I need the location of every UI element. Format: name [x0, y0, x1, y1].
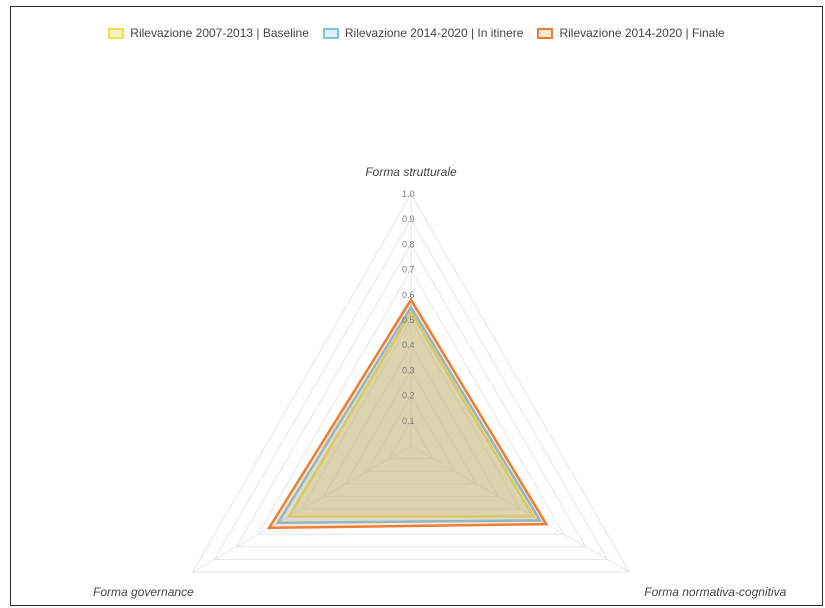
series-area-0 [286, 310, 536, 518]
grid-ring-10 [191, 193, 631, 573]
grid-ring-3 [344, 369, 478, 485]
legend-item-finale[interactable]: Rilevazione 2014-2020 | Finale [537, 26, 725, 40]
grid-ring-4 [322, 344, 500, 497]
legend-label-baseline: Rilevazione 2007-2013 | Baseline [130, 26, 309, 40]
radial-tick-label: 0.3 [402, 365, 415, 375]
radial-tick-label: 0.8 [402, 239, 415, 249]
chart-frame: Rilevazione 2007-2013 | Baseline Rilevaz… [10, 6, 823, 606]
series-area-2 [266, 297, 549, 530]
radial-tick-label: 0.4 [402, 340, 415, 350]
axis-label: Forma normativa-cognitiva [644, 585, 786, 599]
grid-spoke-1 [410, 445, 630, 573]
grid-ring-9 [213, 218, 609, 560]
radial-tick-label: 0.5 [402, 315, 415, 325]
grid-ring-1 [388, 419, 434, 460]
radial-tick-label: 0.6 [402, 290, 415, 300]
legend-label-in-itinere: Rilevazione 2014-2020 | In itinere [344, 26, 524, 40]
grid-ring-7 [257, 268, 565, 535]
legend-swatch-in-itinere [322, 27, 339, 39]
grid-ring-5 [301, 319, 521, 510]
axis-label: Forma strutturale [365, 165, 457, 179]
grid-ring-8 [235, 243, 587, 548]
legend: Rilevazione 2007-2013 | Baseline Rilevaz… [11, 26, 822, 40]
grid-ring-2 [366, 394, 456, 472]
legend-item-baseline[interactable]: Rilevazione 2007-2013 | Baseline [108, 26, 309, 40]
legend-item-in-itinere[interactable]: Rilevazione 2014-2020 | In itinere [322, 26, 524, 40]
legend-swatch-baseline [108, 27, 125, 39]
grid-spoke-2 [192, 445, 412, 573]
legend-label-finale: Rilevazione 2014-2020 | Finale [559, 26, 725, 40]
radial-tick-label: 0.2 [402, 391, 415, 401]
axis-label: Forma governance [93, 585, 194, 599]
radial-tick-label: 0.7 [402, 265, 415, 275]
radial-tick-label: 0.9 [402, 214, 415, 224]
series-area-1 [275, 305, 542, 525]
radial-tick-label: 1.0 [402, 189, 415, 199]
legend-swatch-finale [537, 27, 554, 39]
radial-tick-label: 0.1 [402, 416, 415, 426]
